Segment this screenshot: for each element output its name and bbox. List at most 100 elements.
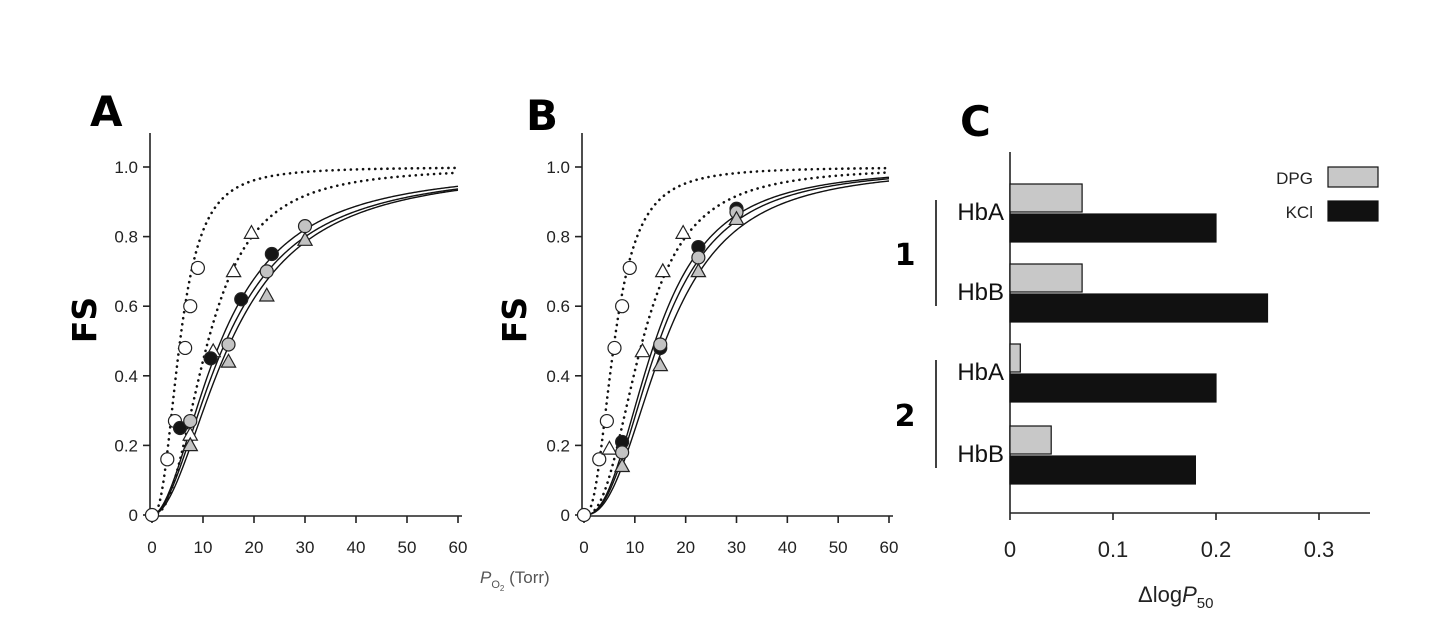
xlabel-unit: (Torr) bbox=[504, 568, 549, 587]
panel-c-bar-kcl bbox=[1009, 293, 1269, 323]
panel-c-category-label: HbB bbox=[957, 279, 1004, 306]
panel-c-chart: C ΔlogP50 0 0.1 0.2 0.3 HbA HbB 1 HbA HbB 2 DPG KCl bbox=[895, 97, 1379, 612]
panel-a-data-point-circle bbox=[183, 413, 198, 429]
xlabel-p: P bbox=[480, 568, 492, 587]
panel-b-data-point-circle bbox=[592, 452, 607, 467]
panel-b-fit-curve-5 bbox=[583, 180, 890, 516]
panel-b-data-point-triangle bbox=[690, 262, 707, 278]
panel-a-data-point-circle bbox=[203, 351, 218, 366]
panel-b-data-point-circle bbox=[691, 250, 706, 265]
panel-b-data-point-triangle bbox=[601, 440, 618, 455]
panel-b-data-point-triangle bbox=[613, 457, 631, 473]
panel-c-bar-dpg bbox=[1009, 343, 1021, 373]
panel-c-category-label: HbB bbox=[957, 441, 1004, 468]
panel-b-data-point-triangle bbox=[674, 224, 692, 239]
panel-b-fit-curve-2 bbox=[582, 171, 891, 517]
panel-b-x-tick-label: 0 bbox=[579, 538, 588, 557]
panel-b-data-point-circle bbox=[576, 507, 592, 523]
panel-c-legend-swatch bbox=[1327, 200, 1379, 222]
panel-a-chart: A FS 0 10 20 30 40 50 60 0 0.2 0.4 0.6 0.8 1.0 bbox=[65, 87, 467, 557]
panel-a-data-point-circle bbox=[183, 299, 198, 314]
panel-c-bar-kcl bbox=[1009, 213, 1217, 243]
panel-a-data-point-circle bbox=[297, 219, 313, 234]
panel-c-x-tick-label: 0.3 bbox=[1304, 537, 1335, 562]
panel-c-x-tick-label: 0 bbox=[1004, 537, 1016, 562]
panel-c-label: C bbox=[960, 97, 991, 146]
panel-a-x-tick-label: 0 bbox=[147, 538, 156, 557]
panel-c-xlabel-delta: Δlog bbox=[1138, 582, 1182, 607]
panel-b-data-point-circle bbox=[599, 413, 614, 429]
panel-c-x-tick-label: 0.2 bbox=[1201, 537, 1232, 562]
xlabel-2: 2 bbox=[500, 584, 505, 593]
panel-c-bar-kcl bbox=[1009, 455, 1196, 485]
panel-a-x-tick-label: 50 bbox=[398, 538, 417, 557]
panel-a-data-point-triangle bbox=[220, 353, 237, 368]
panel-a-data-point-circle bbox=[259, 264, 274, 279]
panel-a-data-point-circle bbox=[190, 260, 205, 276]
panel-c-category-label: HbA bbox=[957, 359, 1004, 386]
panel-b-data-point-circle bbox=[615, 445, 630, 460]
panel-a-x-tick-label: 10 bbox=[194, 538, 213, 557]
panel-a-y-tick-label: 0.4 bbox=[114, 367, 138, 386]
panel-c-x-tick-label: 0.1 bbox=[1098, 537, 1129, 562]
panel-c-category-label: HbA bbox=[957, 199, 1004, 226]
panel-b-data-point-triangle bbox=[634, 342, 651, 358]
panel-a-y-tick-label: 0.2 bbox=[114, 436, 138, 455]
shared-xlabel: PO2 (Torr) bbox=[480, 568, 550, 593]
panel-a-label: A bbox=[90, 87, 123, 136]
panel-b-x-tick-label: 50 bbox=[829, 538, 848, 557]
panel-b-data-point-circle bbox=[607, 340, 622, 356]
panel-a-y-tick-label: 1.0 bbox=[114, 158, 138, 177]
panel-a-y-tick-label: 0.8 bbox=[114, 228, 138, 247]
panel-c-legend-label: KCl bbox=[1286, 203, 1313, 222]
panel-a-y-tick-label: 0.6 bbox=[114, 297, 138, 316]
panel-a-data-point-triangle bbox=[182, 436, 199, 452]
panel-a-data-point-circle bbox=[221, 337, 236, 352]
panel-b-x-tick-label: 20 bbox=[676, 538, 695, 557]
panel-c-legend-label: DPG bbox=[1276, 169, 1313, 188]
panel-a-fit-curve-1 bbox=[150, 166, 460, 517]
panel-b-fit-curve-3 bbox=[583, 176, 890, 516]
panel-b-x-tick-label: 10 bbox=[625, 538, 644, 557]
panel-b-y-tick-label: 0.4 bbox=[546, 367, 570, 386]
panel-a-data-point-circle bbox=[144, 507, 160, 523]
panel-b-data-point-circle bbox=[615, 299, 630, 314]
panel-c-xlabel-p: P bbox=[1182, 582, 1197, 607]
panel-b-y-tick-label: 0.6 bbox=[546, 297, 570, 316]
panel-a-data-point-circle bbox=[234, 292, 249, 307]
panel-c-bar-dpg bbox=[1009, 263, 1083, 293]
panel-b-fit-curve-4 bbox=[583, 177, 890, 516]
panel-c-group-label: 2 bbox=[895, 399, 916, 434]
panel-a-data-point-circle bbox=[172, 420, 188, 436]
panel-a-ylabel: FS bbox=[65, 297, 104, 343]
panel-c-bar-dpg bbox=[1009, 425, 1052, 455]
panel-a-data-point-circle bbox=[160, 452, 175, 467]
panel-c-xlabel-sub: 50 bbox=[1197, 595, 1214, 612]
panel-c-group-label: 1 bbox=[895, 238, 916, 273]
panel-c-bar-kcl bbox=[1009, 373, 1217, 403]
panel-b-chart: B FS 0 10 20 30 40 50 60 0 0.2 0.4 0.6 0.8 1.0 bbox=[495, 91, 898, 557]
xlabel-o: O bbox=[491, 579, 500, 591]
panel-b-data-point-triangle bbox=[652, 356, 669, 372]
panel-b-data-point-triangle bbox=[654, 262, 671, 278]
panel-b-ylabel: FS bbox=[495, 297, 534, 343]
panel-b-data-point-circle bbox=[622, 260, 637, 276]
panel-b-y-tick-label: 0.2 bbox=[546, 436, 570, 455]
panel-a-data-point-circle bbox=[264, 246, 279, 262]
panel-a-data-point-triangle bbox=[296, 231, 314, 246]
panel-a-x-tick-label: 60 bbox=[449, 538, 468, 557]
panel-a-data-point-triangle bbox=[258, 287, 275, 302]
panel-a-x-tick-label: 20 bbox=[245, 538, 264, 557]
panel-b-fit-curve-1 bbox=[582, 166, 891, 517]
panel-b-x-tick-label: 30 bbox=[727, 538, 746, 557]
panel-c-bar-dpg bbox=[1009, 183, 1083, 213]
panel-a-x-tick-label: 30 bbox=[296, 538, 315, 557]
panel-b-y-tick-label: 0 bbox=[561, 506, 570, 525]
panel-b-data-point-triangle bbox=[728, 210, 745, 226]
panel-a-y-tick-label: 0 bbox=[129, 506, 138, 525]
panel-b-y-tick-label: 1.0 bbox=[546, 158, 570, 177]
panel-b-data-point-circle bbox=[653, 337, 668, 352]
panel-b-x-tick-label: 60 bbox=[880, 538, 899, 557]
panel-a-data-point-circle bbox=[178, 340, 193, 356]
